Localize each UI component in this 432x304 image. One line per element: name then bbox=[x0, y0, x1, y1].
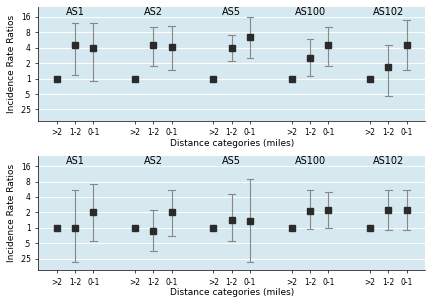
Text: AS5: AS5 bbox=[222, 156, 241, 166]
Text: AS100: AS100 bbox=[295, 7, 326, 17]
Text: AS5: AS5 bbox=[222, 7, 241, 17]
Text: AS102: AS102 bbox=[373, 156, 404, 166]
Text: AS1: AS1 bbox=[66, 156, 84, 166]
Text: AS1: AS1 bbox=[66, 7, 84, 17]
Text: AS102: AS102 bbox=[373, 7, 404, 17]
Y-axis label: Incidence Rate Ratios: Incidence Rate Ratios bbox=[7, 15, 16, 113]
Text: AS2: AS2 bbox=[144, 156, 163, 166]
X-axis label: Distance categories (miles): Distance categories (miles) bbox=[170, 139, 294, 148]
X-axis label: Distance categories (miles): Distance categories (miles) bbox=[170, 288, 294, 297]
Text: AS100: AS100 bbox=[295, 156, 326, 166]
Text: AS2: AS2 bbox=[144, 7, 163, 17]
Y-axis label: Incidence Rate Ratios: Incidence Rate Ratios bbox=[7, 164, 16, 262]
